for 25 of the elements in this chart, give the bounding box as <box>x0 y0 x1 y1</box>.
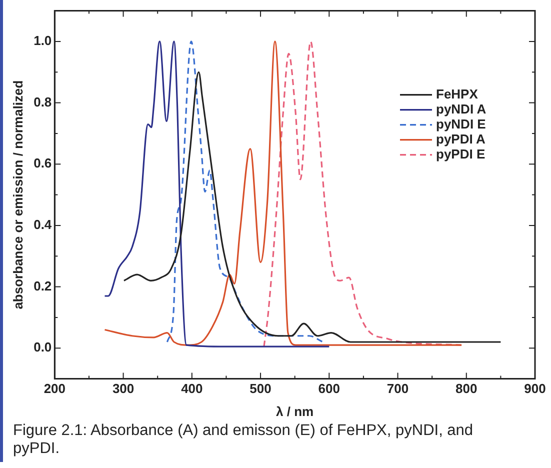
y-tick-label: 1.0 <box>34 33 52 48</box>
line-series <box>123 71 502 343</box>
line-series <box>104 40 330 348</box>
x-tick-label: 300 <box>112 381 134 396</box>
x-tick-label: 600 <box>318 381 340 396</box>
x-tick-label: 900 <box>524 381 546 396</box>
x-tick-label: 200 <box>44 381 66 396</box>
legend-label: pyNDI A <box>436 101 487 116</box>
legend-label: pyNDI E <box>436 116 486 132</box>
x-tick-label: 800 <box>456 381 478 396</box>
x-tick-label: 500 <box>250 381 272 396</box>
y-axis-title: absorbance or emission / normalized <box>10 80 26 310</box>
y-tick-label: 0.0 <box>34 340 52 355</box>
x-tick-label: 400 <box>181 381 203 396</box>
y-tick-label: 0.4 <box>34 217 52 232</box>
y-tick-label: 0.6 <box>34 156 52 171</box>
caption: Figure 2.1: Absorbance (A) and emisson (E) of FeHPX, pyNDI, and pyPDI. <box>13 422 474 458</box>
legend-label: pyPDI E <box>436 146 486 162</box>
x-tick-label: 700 <box>386 381 409 396</box>
y-tick-label: 0.2 <box>34 278 52 294</box>
y-tick-label: 0.8 <box>34 94 52 110</box>
line-series <box>166 40 324 343</box>
x-axis-title: λ / nm <box>276 404 314 419</box>
legend-label: FeHPX <box>436 86 478 102</box>
legend-label: pyPDI A <box>436 131 486 146</box>
